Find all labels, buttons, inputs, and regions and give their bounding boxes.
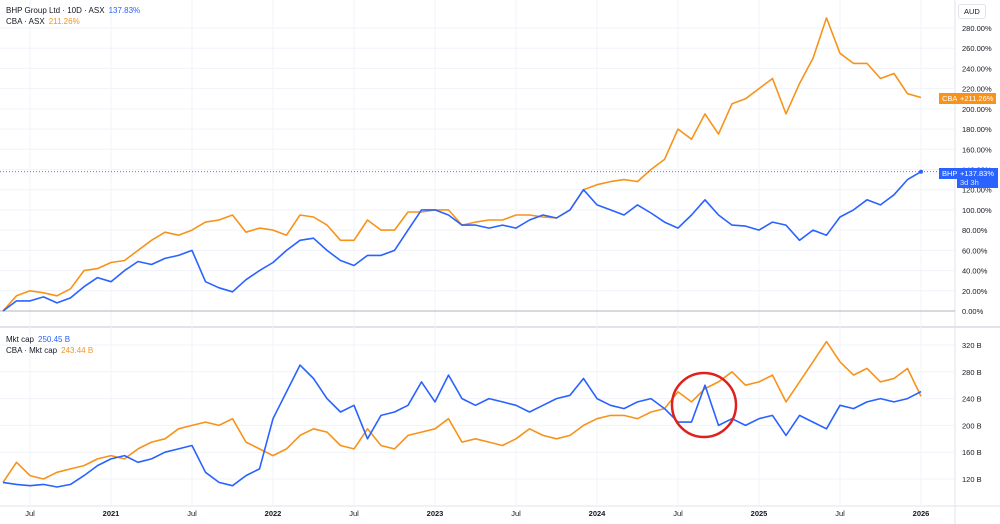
y-tick-label: 120 B — [962, 475, 982, 484]
y-tick-label: 100.00% — [962, 206, 992, 215]
y-tick-label: 260.00% — [962, 44, 992, 53]
price-axis-bottom: 120 B 160 B 200 B 240 B 280 B 320 B — [962, 341, 982, 484]
legend-cba-value: 211.26% — [48, 17, 80, 26]
x-tick-label: 2026 — [913, 509, 930, 518]
y-tick-label: 320 B — [962, 341, 982, 350]
series-lines — [0, 17, 955, 488]
x-tick-label: 2023 — [427, 509, 444, 518]
y-tick-label: 220.00% — [962, 85, 992, 94]
y-tick-label: 240 B — [962, 395, 982, 404]
legend-cba-mktcap-value: 243.44 B — [61, 346, 94, 355]
cba-value-tag: +211.26% — [957, 93, 997, 104]
y-tick-label: 200 B — [962, 421, 982, 430]
y-tick-label: 180.00% — [962, 125, 992, 134]
legend-cba-mktcap[interactable]: CBA · Mkt cap 243.44 B — [6, 345, 93, 356]
x-tick-label: 2021 — [103, 509, 120, 518]
legend-bhp-value: 137.83% — [108, 6, 141, 15]
x-tick-label: 2025 — [751, 509, 768, 518]
cba-name-tag: CBA — [939, 93, 961, 104]
x-tick-label: Jul — [187, 509, 197, 518]
y-tick-label: 160 B — [962, 448, 982, 457]
x-tick-label: Jul — [673, 509, 683, 518]
legend-bhp-mktcap-label: Mkt cap — [6, 335, 35, 344]
x-tick-label: 2022 — [265, 509, 282, 518]
bottom-mkt-cap-line — [2, 364, 922, 488]
y-tick-label: 120.00% — [962, 186, 992, 195]
legend-cba-label: CBA · ASX — [6, 17, 45, 26]
legend-bhp-mktcap-value: 250.45 B — [38, 335, 71, 344]
legend-cba-mktcap-label: CBA · Mkt cap — [6, 346, 58, 355]
legend-top: BHP Group Ltd · 10D · ASX 137.83% CBA · A… — [6, 5, 140, 27]
y-tick-label: 280 B — [962, 368, 982, 377]
x-tick-label: 2024 — [589, 509, 607, 518]
y-tick-label: 200.00% — [962, 105, 992, 114]
bottom-cba-mkt-cap-line — [2, 340, 922, 483]
x-tick-label: Jul — [349, 509, 359, 518]
y-tick-label: 160.00% — [962, 145, 992, 154]
bhp-name-tag: BHP — [939, 168, 961, 179]
y-tick-label: 40.00% — [962, 267, 988, 276]
y-tick-label: 20.00% — [962, 287, 988, 296]
bar-countdown: 3d 3h — [960, 178, 979, 187]
x-tick-label: Jul — [835, 509, 845, 518]
legend-cba[interactable]: CBA · ASX 211.26% — [6, 16, 140, 27]
currency-button[interactable]: AUD — [958, 4, 986, 19]
annotation-circle — [670, 371, 738, 439]
time-axis: Jul 2021 Jul 2022 Jul 2023 Jul 2024 Jul 2025 Jul 20… — [25, 509, 929, 518]
y-tick-label: 60.00% — [962, 246, 988, 255]
bhp-value-tag: +137.83% 3d 3h — [957, 168, 998, 188]
x-tick-label: Jul — [511, 509, 521, 518]
y-tick-label: 0.00% — [962, 307, 984, 316]
y-tick-label: 240.00% — [962, 64, 992, 73]
legend-bhp-mktcap[interactable]: Mkt cap 250.45 B — [6, 334, 93, 345]
legend-bhp-label: BHP Group Ltd · 10D · ASX — [6, 6, 105, 15]
legend-bottom: Mkt cap 250.45 B CBA · Mkt cap 243.44 B — [6, 334, 93, 356]
x-tick-label: Jul — [25, 509, 35, 518]
y-tick-label: 280.00% — [962, 24, 992, 33]
legend-bhp[interactable]: BHP Group Ltd · 10D · ASX 137.83% — [6, 5, 140, 16]
top-bhp-line — [2, 171, 922, 312]
y-tick-label: 80.00% — [962, 226, 988, 235]
bhp-value: +137.83% — [960, 169, 994, 178]
bhp-last-point — [919, 169, 923, 174]
top-cba-line — [2, 17, 922, 312]
